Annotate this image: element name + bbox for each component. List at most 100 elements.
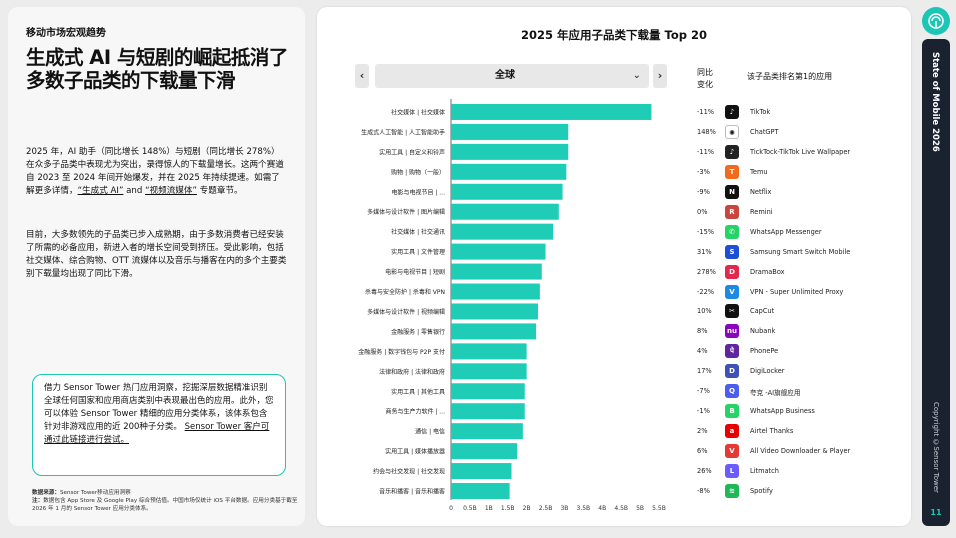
category-label: 社交媒体 | 社交媒体	[391, 108, 445, 116]
bar	[451, 223, 554, 240]
top-app-name: TikTok	[750, 107, 771, 116]
ticktock-icon: ♪	[725, 144, 739, 159]
chart-card: 2025 年应用子品类下载量 Top 20 ‹ 全球 ⌄ › 同比 变化 该子品类…	[317, 7, 911, 526]
x-tick-label: 4.5B	[614, 505, 628, 512]
bar	[451, 263, 542, 280]
region-select[interactable]: 全球 ⌄	[375, 64, 649, 88]
x-tick-label: 2.5B	[539, 505, 553, 512]
litmatch-icon: L	[725, 464, 739, 479]
yoy-change: -9%	[697, 187, 710, 196]
bar	[451, 463, 512, 480]
category-label: 电影与电视节目 | ...	[391, 188, 445, 196]
top-app-name: Nubank	[750, 327, 776, 336]
top-app-name: Temu	[750, 167, 768, 176]
yoy-change: 4%	[697, 347, 708, 356]
x-tick-label: 1B	[485, 505, 493, 512]
netflix-icon: N	[725, 184, 739, 199]
sensor-tower-logo-icon	[922, 7, 950, 35]
try-link[interactable]: Sensor Tower 客户可通过此链接进行尝试。	[44, 422, 270, 445]
top-app-header: 该子品类排名第1的应用	[747, 72, 833, 81]
region-value: 全球	[495, 70, 515, 81]
top-app-name: ChatGPT	[750, 127, 779, 136]
yoy-change: -8%	[697, 487, 710, 496]
bar	[451, 203, 559, 220]
top-app-name: Remini	[750, 207, 773, 216]
capcut-icon: ✂	[725, 304, 739, 319]
x-tick-label: 3.5B	[577, 505, 591, 512]
x-tick-label: 0	[449, 505, 453, 512]
bar	[451, 243, 546, 260]
report-title: State of Mobile 2026	[930, 52, 940, 152]
x-tick-label: 4B	[598, 505, 606, 512]
phonepe-icon: पे	[725, 344, 739, 359]
yoy-change: 278%	[697, 267, 716, 276]
top-app-name: DigiLocker	[750, 367, 785, 376]
yoy-change: 6%	[697, 447, 708, 456]
chart-title: 2025 年应用子品类下载量 Top 20	[521, 28, 707, 42]
bar	[451, 183, 563, 200]
bar	[451, 483, 510, 500]
yoy-change: 2%	[697, 427, 708, 436]
yoy-change: -22%	[697, 287, 715, 296]
page-headline: 生成式 AI 与短剧的崛起抵消了多数子品类的下载量下滑	[26, 46, 288, 92]
x-tick-label: 2B	[523, 505, 531, 512]
yoy-header: 同比 变化	[697, 68, 713, 89]
yoy-change: -15%	[697, 227, 715, 236]
airtel-icon: a	[725, 424, 739, 439]
category-label: 杀毒与安全防护 | 杀毒和 VPN	[365, 288, 445, 296]
yoy-change: -11%	[697, 147, 715, 156]
top-app-name: TickTock-TikTok Live Wallpaper	[750, 147, 851, 156]
category-label: 多媒体与设计软件 | 图片编辑	[367, 208, 445, 216]
top-app-name: VPN - Super Unlimited Proxy	[750, 287, 844, 296]
next-region-button[interactable]: ›	[653, 64, 667, 88]
bar	[451, 383, 525, 400]
dramabox-icon: D	[725, 264, 739, 279]
chevron-down-icon: ⌄	[632, 70, 641, 81]
bar	[451, 143, 569, 160]
category-label: 金融服务 | 数字钱包与 P2P 支付	[358, 348, 445, 356]
top-app-name: WhatsApp Messenger	[750, 227, 822, 236]
yoy-change: -1%	[697, 407, 710, 416]
samsung-switch-icon: S	[725, 244, 739, 259]
category-label: 多媒体与设计软件 | 视频编辑	[367, 308, 445, 316]
x-tick-label: 5.5B	[652, 505, 666, 512]
whatsapp-business-icon: B	[725, 404, 739, 419]
temu-icon: T	[725, 164, 739, 179]
yoy-change: 8%	[697, 327, 708, 336]
nubank-icon: nu	[725, 324, 739, 339]
remini-icon: R	[725, 204, 739, 219]
x-tick-label: 5B	[636, 505, 644, 512]
section-label: 移动市场宏观趋势	[26, 28, 106, 39]
bar	[451, 283, 540, 300]
bar	[451, 103, 652, 120]
bar	[451, 163, 567, 180]
sidebar	[922, 39, 950, 526]
video-streaming-link[interactable]: “视频流媒体”	[145, 186, 197, 197]
category-label: 实用工具 | 文件管理	[391, 248, 445, 256]
bar	[451, 363, 527, 380]
category-label: 金融服务 | 零售银行	[391, 328, 445, 336]
category-label: 通信 | 电信	[415, 428, 445, 436]
top-app-name: Spotify	[750, 487, 773, 496]
category-label: 电影与电视节目 | 短剧	[385, 268, 445, 276]
top-app-name: CapCut	[750, 307, 775, 316]
generative-ai-link[interactable]: “生成式 AI”	[77, 186, 124, 197]
category-label: 音乐和播客 | 音乐和播客	[379, 488, 445, 496]
category-label: 实用工具 | 其他工具	[391, 388, 445, 396]
bar	[451, 423, 523, 440]
yoy-change: 0%	[697, 207, 708, 216]
bar	[451, 123, 569, 140]
yoy-change: -11%	[697, 107, 715, 116]
vpn-icon: V	[725, 284, 739, 299]
copyright: Copyright ©Sensor Tower	[932, 402, 940, 493]
chevron-left-icon: ‹	[359, 69, 365, 82]
bar	[451, 443, 518, 460]
prev-region-button[interactable]: ‹	[355, 64, 369, 88]
source-note: 数据来源：Sensor Tower移动应用洞察 注：数据包含 App Store…	[32, 490, 298, 513]
bar	[451, 403, 525, 420]
bar	[451, 343, 527, 360]
category-label: 实用工具 | 媒体播放器	[385, 448, 445, 456]
spotify-icon: ≋	[725, 484, 739, 499]
yoy-change: -3%	[697, 167, 710, 176]
